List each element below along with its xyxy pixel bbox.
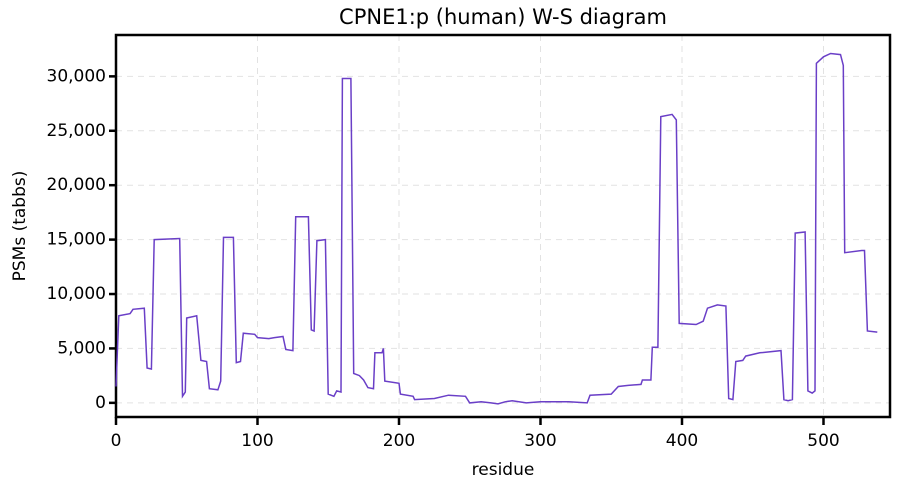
y-tick-label: 0 xyxy=(95,393,106,413)
plot-frame xyxy=(114,33,892,419)
x-tick-label: 0 xyxy=(111,431,122,451)
y-tick-label: 10,000 xyxy=(47,284,106,304)
y-axis-label: PSMs (tabbs) xyxy=(10,171,30,282)
y-tick-label: 25,000 xyxy=(47,121,106,141)
x-tick-label: 500 xyxy=(807,431,839,451)
x-tick-label: 100 xyxy=(241,431,273,451)
y-tick-label: 30,000 xyxy=(47,66,106,86)
y-tick-label: 15,000 xyxy=(47,230,106,250)
x-tick-label: 400 xyxy=(666,431,698,451)
y-tick-label: 5,000 xyxy=(57,338,106,358)
data-line xyxy=(115,52,878,405)
x-tick-label: 300 xyxy=(524,431,556,451)
x-tick-label: 200 xyxy=(383,431,415,451)
x-axis-label: residue xyxy=(472,460,535,480)
chart-title: CPNE1:p (human) W-S diagram xyxy=(339,5,667,29)
y-tick-label: 20,000 xyxy=(47,175,106,195)
